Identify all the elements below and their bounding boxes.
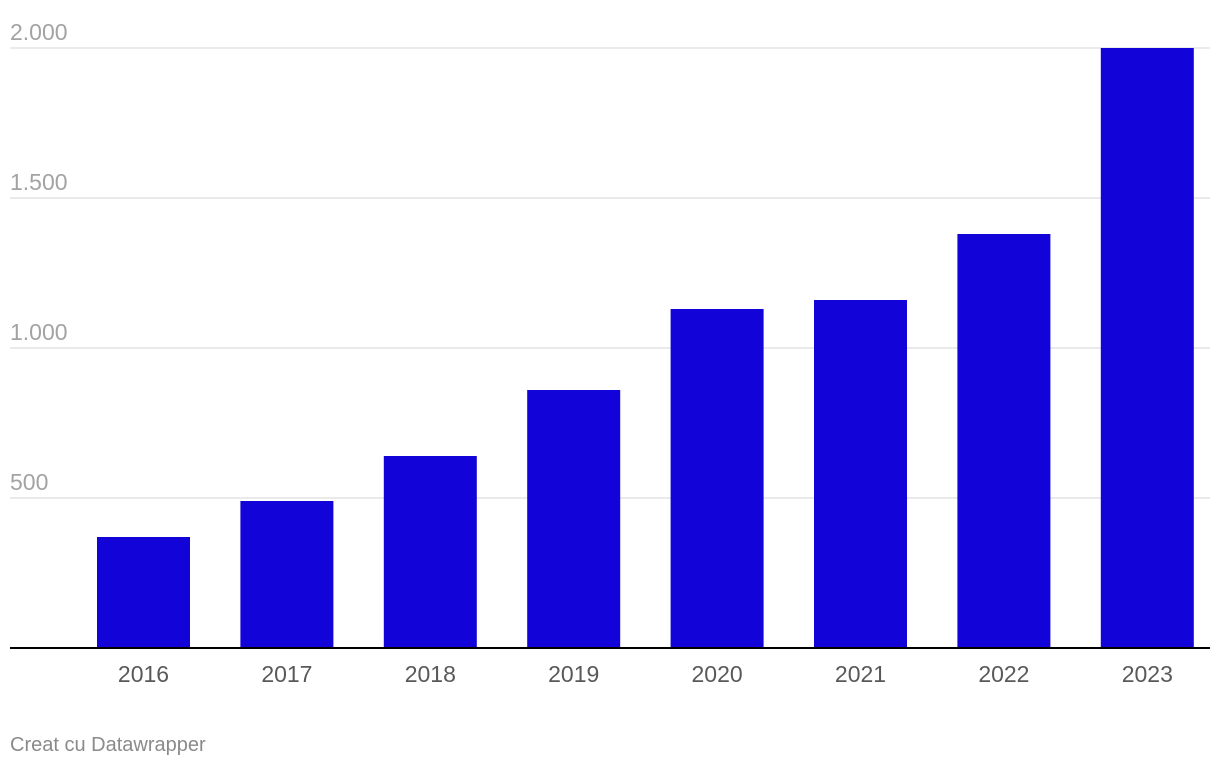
x-tick-label: 2023 xyxy=(1122,661,1173,687)
bar-2021 xyxy=(814,300,907,648)
bar-2018 xyxy=(384,456,477,648)
bar-2020 xyxy=(671,309,764,648)
bar-2019 xyxy=(527,390,620,648)
x-tick-label: 2020 xyxy=(692,661,743,687)
x-tick-label: 2016 xyxy=(118,661,169,687)
x-tick-label: 2021 xyxy=(835,661,886,687)
bar-2023 xyxy=(1101,48,1194,648)
x-tick-label: 2019 xyxy=(548,661,599,687)
y-tick-label: 500 xyxy=(10,469,48,495)
y-tick-label: 2.000 xyxy=(10,19,68,45)
y-tick-label: 1.000 xyxy=(10,319,68,345)
x-axis-tick-labels: 2016 2017 2018 2019 2020 2021 2022 2023 xyxy=(118,661,1173,687)
y-axis-tick-labels: 500 1.000 1.500 2.000 xyxy=(10,19,68,495)
y-tick-label: 1.500 xyxy=(10,169,68,195)
x-tick-label: 2018 xyxy=(405,661,456,687)
bar-2017 xyxy=(240,501,333,648)
datawrapper-credit[interactable]: Creat cu Datawrapper xyxy=(10,734,206,757)
bar-2016 xyxy=(97,537,190,648)
x-tick-label: 2017 xyxy=(261,661,312,687)
x-tick-label: 2022 xyxy=(978,661,1029,687)
bar-2022 xyxy=(957,234,1050,648)
